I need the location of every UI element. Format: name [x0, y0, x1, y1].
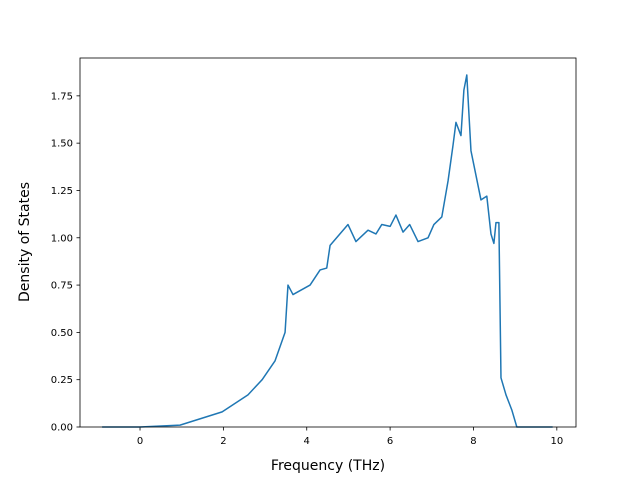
x-tick-label: 8 — [470, 436, 476, 447]
x-tick-label: 10 — [550, 436, 563, 447]
line — [102, 74, 553, 428]
x-tick-label: 2 — [220, 436, 226, 447]
x-tick-label: 0 — [137, 436, 143, 447]
x-tick-label: 6 — [387, 436, 393, 447]
y-tick-label: 1.00 — [51, 233, 73, 244]
plot-frame — [79, 57, 577, 428]
y-tick-label: 1.75 — [51, 91, 73, 102]
y-tick-label: 1.25 — [51, 186, 73, 197]
x-tick-label: 4 — [304, 436, 310, 447]
y-tick-label: 0.25 — [51, 375, 73, 386]
y-tick-label: 0.00 — [51, 423, 73, 434]
y-tick-label: 0.50 — [51, 328, 73, 339]
y-tick-label: 0.75 — [51, 281, 73, 292]
y-tick-label: 1.50 — [51, 139, 73, 150]
x-axis-label: Frequency (THz) — [271, 458, 385, 474]
y-axis-label: Density of States — [17, 182, 33, 302]
